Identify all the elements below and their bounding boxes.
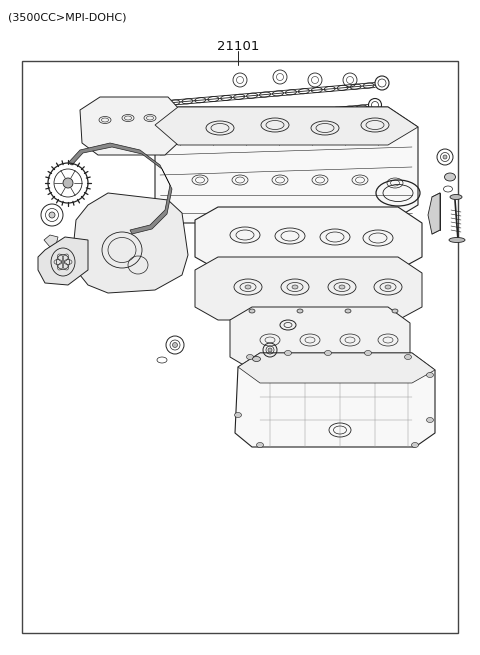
Ellipse shape [297, 309, 303, 313]
Ellipse shape [443, 155, 447, 159]
Ellipse shape [385, 285, 391, 289]
Ellipse shape [268, 348, 272, 352]
Ellipse shape [405, 354, 411, 360]
Polygon shape [195, 257, 422, 320]
Ellipse shape [172, 343, 178, 348]
Polygon shape [38, 237, 88, 285]
Polygon shape [238, 353, 435, 383]
Ellipse shape [256, 443, 264, 447]
Polygon shape [74, 193, 188, 293]
Polygon shape [80, 97, 180, 155]
Ellipse shape [427, 417, 433, 422]
Ellipse shape [345, 309, 351, 313]
Ellipse shape [235, 413, 241, 417]
Ellipse shape [324, 350, 332, 356]
Ellipse shape [63, 178, 73, 188]
Ellipse shape [252, 356, 261, 362]
Ellipse shape [411, 443, 419, 447]
Polygon shape [44, 235, 58, 247]
Ellipse shape [49, 212, 55, 218]
Ellipse shape [245, 285, 251, 289]
Polygon shape [428, 193, 440, 234]
Ellipse shape [339, 285, 345, 289]
Ellipse shape [247, 354, 253, 360]
Text: 21101: 21101 [217, 41, 259, 54]
Ellipse shape [364, 350, 372, 356]
Bar [22, 61, 458, 633]
Text: (3500CC>MPI-DOHC): (3500CC>MPI-DOHC) [8, 13, 127, 23]
Polygon shape [230, 307, 410, 370]
Ellipse shape [292, 285, 298, 289]
Polygon shape [235, 353, 435, 447]
Ellipse shape [450, 195, 462, 200]
Ellipse shape [392, 309, 398, 313]
PathPatch shape [68, 143, 172, 234]
Polygon shape [155, 107, 418, 145]
Ellipse shape [444, 173, 456, 181]
Polygon shape [195, 207, 422, 270]
Ellipse shape [249, 309, 255, 313]
Polygon shape [155, 107, 418, 223]
Ellipse shape [427, 373, 433, 377]
Ellipse shape [449, 238, 465, 242]
Ellipse shape [285, 350, 291, 356]
